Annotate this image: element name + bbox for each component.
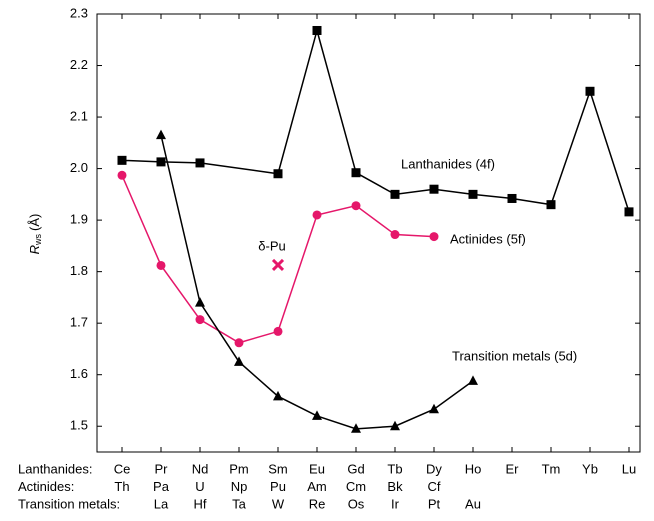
x-tick-label: Au	[465, 496, 481, 511]
x-tick-label: Sm	[268, 461, 288, 476]
x-tick-label: Pm	[229, 461, 249, 476]
point	[273, 390, 283, 401]
x-tick-label: Th	[114, 479, 129, 494]
point	[195, 297, 205, 307]
point	[312, 25, 322, 35]
x-tick-label: Yb	[582, 461, 598, 476]
x-tick-label: Pr	[155, 461, 169, 476]
point	[351, 423, 361, 433]
point	[468, 375, 478, 385]
x-tick-label: Tm	[542, 461, 561, 476]
series-line	[121, 174, 435, 344]
x-tick-label: Cm	[346, 479, 366, 494]
x-tick-label: Bk	[387, 479, 403, 494]
point	[273, 169, 283, 179]
point	[156, 260, 166, 270]
point	[429, 232, 439, 242]
x-tick-label: Np	[231, 479, 248, 494]
y-tick-label: 2.0	[70, 160, 88, 175]
x-tick-label: Gd	[347, 461, 364, 476]
y-tick-label: 1.5	[70, 418, 88, 433]
y-tick-label: 2.2	[70, 57, 88, 72]
series-line	[160, 134, 474, 430]
y-label-sub: ws	[33, 233, 43, 245]
x-tick-label: Tb	[387, 461, 402, 476]
point	[468, 189, 478, 199]
point	[507, 193, 517, 203]
point	[351, 168, 361, 178]
point	[234, 356, 244, 366]
x-tick-label: Ir	[391, 496, 400, 511]
x-tick-label: W	[272, 496, 285, 511]
x-tick-label: Ho	[465, 461, 482, 476]
x-tick-label: Cf	[428, 479, 441, 494]
x-tick-label: Pa	[153, 479, 170, 494]
point	[156, 157, 166, 167]
point	[156, 129, 166, 140]
y-label-unit: (Å)	[27, 214, 42, 231]
point	[195, 158, 205, 168]
point	[429, 403, 439, 414]
point	[546, 200, 556, 210]
point	[117, 170, 127, 180]
x-tick-label: Pu	[270, 479, 286, 494]
x-tick-label: Dy	[426, 461, 442, 476]
point	[312, 410, 322, 420]
point	[390, 230, 400, 240]
series-line	[121, 27, 630, 213]
y-tick-label: 2.3	[70, 5, 88, 20]
y-tick-label: 1.7	[70, 315, 88, 330]
point	[351, 201, 361, 211]
x-tick-label: Nd	[192, 461, 209, 476]
point	[234, 338, 244, 348]
x-tick-label: U	[195, 479, 204, 494]
x-tick-label: Pt	[428, 496, 441, 511]
x-tick-label: La	[154, 496, 169, 511]
point	[624, 207, 634, 217]
point	[273, 326, 283, 336]
y-tick-label: 1.6	[70, 366, 88, 381]
y-tick-label: 1.9	[70, 212, 88, 227]
x-tick-label: Am	[307, 479, 327, 494]
series-label: Lanthanides (4f)	[401, 156, 495, 171]
x-tick-label: Lu	[622, 461, 636, 476]
plot-frame	[96, 13, 641, 453]
row-name: Lanthanides:	[18, 461, 92, 476]
series-label: δ-Pu	[258, 238, 285, 253]
point	[585, 86, 595, 96]
point	[195, 315, 205, 325]
row-name: Transition metals:	[18, 496, 120, 511]
y-axis-label: Rws (Å)	[27, 214, 43, 255]
point	[429, 184, 439, 194]
series-label: Actinides (5f)	[450, 231, 526, 246]
x-tick-label: Ce	[114, 461, 131, 476]
x-tick-label: Ta	[232, 496, 247, 511]
row-name: Actinides:	[18, 479, 74, 494]
point	[390, 189, 400, 199]
x-tick-label: Eu	[309, 461, 325, 476]
x-tick-label: Hf	[194, 496, 207, 511]
x-tick-label: Re	[309, 496, 326, 511]
y-label-main: R	[27, 245, 42, 254]
point	[390, 420, 400, 431]
series-label: Transition metals (5d)	[452, 348, 577, 363]
y-tick-label: 1.8	[70, 263, 88, 278]
point	[271, 258, 285, 272]
point	[312, 210, 322, 220]
x-tick-label: Er	[506, 461, 520, 476]
point	[117, 155, 127, 165]
x-tick-label: Os	[348, 496, 365, 511]
y-tick-label: 2.1	[70, 108, 88, 123]
